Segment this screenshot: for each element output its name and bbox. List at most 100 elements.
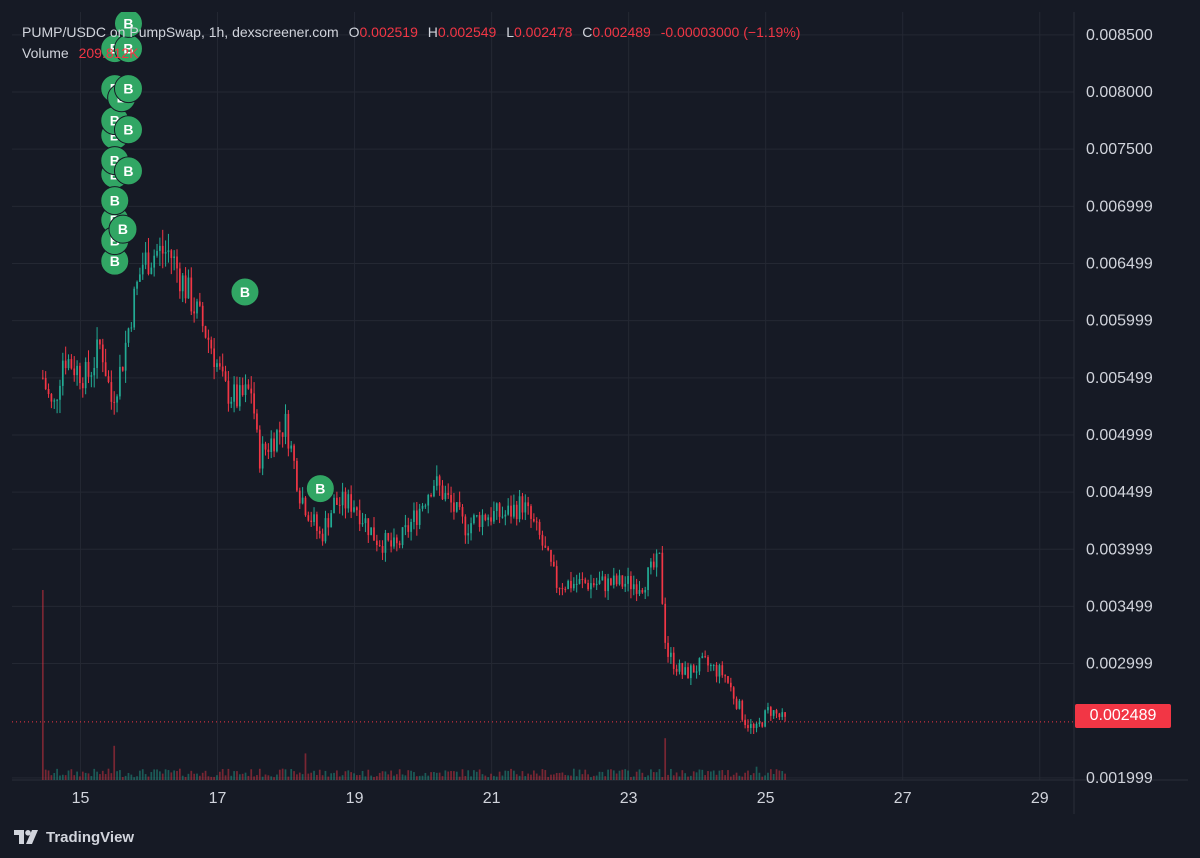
high-value: 0.002549: [437, 24, 497, 40]
candle-body: [356, 507, 358, 511]
candle-body: [296, 460, 298, 491]
price-axis[interactable]: 0.008500 0.008000 0.007500 0.006999 0.006499…: [1086, 27, 1153, 787]
volume-bar: [387, 774, 390, 780]
candle-body: [284, 413, 287, 437]
volume-bar: [81, 771, 84, 780]
time-axis[interactable]: 15 17 19 21 23 25 27 29: [72, 790, 1049, 807]
candle-body: [107, 376, 110, 383]
volume-bar: [218, 771, 221, 780]
candle-body: [276, 430, 278, 452]
candle-body: [698, 658, 701, 672]
volume-bar: [755, 766, 758, 780]
candle-body: [581, 578, 584, 580]
volume-bar: [47, 770, 50, 780]
volume-bar: [204, 770, 207, 780]
volume-bar: [732, 774, 735, 780]
candle-body: [444, 493, 447, 500]
candle-body: [598, 580, 601, 584]
candle-body: [101, 344, 104, 363]
volume-bar: [624, 769, 627, 780]
buy-marker: [305, 474, 335, 504]
candle-body: [378, 545, 381, 547]
candle-body: [678, 662, 681, 672]
candle-body: [513, 504, 515, 517]
close-value: 0.002489: [592, 24, 651, 40]
volume-bar: [538, 775, 541, 780]
volume-bar: [484, 775, 487, 780]
candle-body: [410, 521, 412, 532]
buy-marker-label: B: [123, 41, 133, 57]
volume-bar: [207, 776, 210, 780]
candle-body: [190, 277, 193, 312]
candle-body: [398, 543, 401, 546]
price-chart[interactable]: BBBBBBBBBBBBBBBBBBB 0.0085000.0080000.00…: [12, 12, 1188, 814]
candle-body: [281, 432, 284, 437]
volume-bar: [159, 771, 161, 780]
volume-bar: [558, 772, 561, 780]
volume-bar: [541, 769, 544, 780]
candle-body: [67, 359, 70, 369]
volume-bar: [293, 771, 295, 780]
candle-body: [124, 342, 127, 371]
volume-bar: [475, 771, 478, 780]
volume-bar: [650, 769, 652, 780]
candle-body: [590, 583, 592, 590]
volume-bar: [515, 774, 518, 780]
volume-value: 209.812K: [78, 45, 139, 61]
candle-body: [418, 508, 421, 525]
candle-body: [481, 514, 484, 527]
volume-bar: [250, 769, 253, 780]
volume-bar: [227, 768, 230, 780]
candle-body: [333, 497, 335, 514]
buy-markers: BBBBBBBBBBBBBBBBBBB: [100, 12, 335, 504]
candle-body: [764, 710, 766, 727]
candle-body: [213, 348, 215, 367]
candle-body: [53, 400, 56, 402]
volume-bar: [458, 776, 461, 780]
volume-bar: [341, 775, 344, 780]
candle-body: [515, 504, 518, 520]
tradingview-logo[interactable]: TradingView: [14, 826, 134, 848]
candle-body: [424, 505, 427, 507]
volume-bar: [493, 775, 495, 780]
candle-body: [301, 497, 304, 504]
volume-bar: [638, 769, 641, 780]
volume-bar: [481, 774, 484, 780]
volume-bar: [76, 771, 78, 780]
volume-bar: [533, 770, 535, 780]
candle-body: [507, 505, 510, 515]
volume-bar: [139, 770, 141, 780]
volume-bar: [241, 773, 244, 780]
volume-bar: [375, 776, 378, 780]
volume-bar: [170, 772, 173, 780]
volume-bar: [595, 775, 598, 780]
price-tick-label: 0.005999: [1086, 313, 1153, 330]
chart-area[interactable]: BBBBBBBBBBBBBBBBBBB 0.0085000.0080000.00…: [12, 12, 1188, 814]
volume-bar: [607, 769, 609, 780]
volume-bar: [738, 775, 741, 780]
candle-body: [484, 514, 487, 520]
candle-body: [201, 305, 204, 327]
candle-body: [747, 725, 749, 728]
candle-body: [230, 401, 233, 404]
volume-bar: [336, 770, 338, 780]
candle-body: [732, 687, 735, 699]
volume-bar: [544, 770, 547, 780]
symbol-title[interactable]: PUMP/USDC on PumpSwap, 1h, dexscreener.c…: [22, 24, 339, 40]
candle-body: [221, 366, 224, 372]
candle-body: [664, 603, 667, 643]
candle-body: [675, 668, 678, 672]
candle-body: [644, 590, 647, 593]
candle-body: [64, 360, 67, 369]
volume-bar: [710, 771, 712, 780]
candle-body: [324, 518, 327, 542]
candle-body: [538, 521, 541, 535]
low-value: 0.002478: [514, 24, 573, 40]
candle-body: [450, 494, 452, 503]
candle-body: [318, 530, 321, 534]
time-tick-label: 25: [757, 790, 775, 807]
candle-body: [501, 516, 504, 518]
price-tick-label: 0.008500: [1086, 27, 1153, 44]
candle-body: [256, 413, 258, 430]
candle-body: [267, 449, 270, 452]
